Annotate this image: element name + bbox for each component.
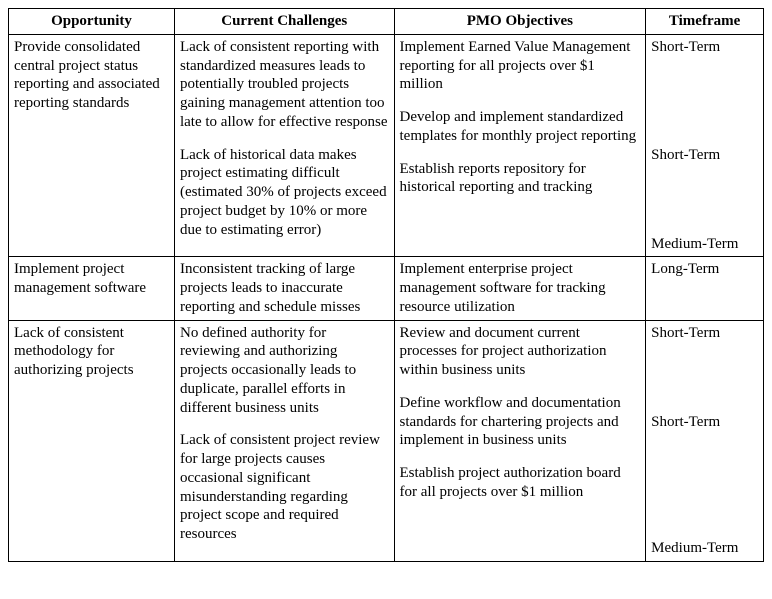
timeframe-value: Short-Term [651,324,758,343]
timeframe-value: Short-Term [651,71,758,165]
objective-para: Establish reports repository for histori… [400,160,641,198]
cell-challenges: Lack of consistent reporting with standa… [174,34,394,257]
cell-timeframe: Short-Term Short-Term Medium-Term [646,34,764,257]
timeframe-value: Medium-Term [651,178,758,253]
cell-objectives: Implement Earned Value Management report… [394,34,646,257]
cell-objectives: Review and document current processes fo… [394,320,646,561]
table-header-row: Opportunity Current Challenges PMO Objec… [9,9,764,35]
cell-opportunity: Provide consolidated central project sta… [9,34,175,257]
timeframe-value: Short-Term [651,356,758,431]
objective-para: Establish project authorization board fo… [400,464,641,502]
col-header-objectives: PMO Objectives [394,9,646,35]
challenge-para: Inconsistent tracking of large projects … [180,260,389,316]
challenge-para: Lack of consistent project review for la… [180,431,389,544]
cell-timeframe: Short-Term Short-Term Medium-Term [646,320,764,561]
table-body: Provide consolidated central project sta… [9,34,764,561]
table-row: Implement project management softwareInc… [9,257,764,320]
table-row: Provide consolidated central project sta… [9,34,764,257]
pmo-objectives-table: Opportunity Current Challenges PMO Objec… [8,8,764,562]
objective-para: Implement enterprise project management … [400,260,641,316]
cell-objectives: Implement enterprise project management … [394,257,646,320]
challenge-para: No defined authority for reviewing and a… [180,324,389,418]
col-header-opportunity: Opportunity [9,9,175,35]
challenge-para: Lack of consistent reporting with standa… [180,38,389,132]
cell-challenges: No defined authority for reviewing and a… [174,320,394,561]
table-row: Lack of consistent methodology for autho… [9,320,764,561]
objective-para: Define workflow and documentation standa… [400,394,641,450]
cell-challenges: Inconsistent tracking of large projects … [174,257,394,320]
col-header-challenges: Current Challenges [174,9,394,35]
col-header-timeframe: Timeframe [646,9,764,35]
objective-para: Implement Earned Value Management report… [400,38,641,94]
timeframe-value: Short-Term [651,38,758,57]
timeframe-value: Medium-Term [651,445,758,558]
cell-opportunity: Implement project management software [9,257,175,320]
cell-timeframe: Long-Term [646,257,764,320]
objective-para: Review and document current processes fo… [400,324,641,380]
timeframe-value: Long-Term [651,260,758,279]
cell-opportunity: Lack of consistent methodology for autho… [9,320,175,561]
objective-para: Develop and implement standardized templ… [400,108,641,146]
challenge-para: Lack of historical data makes project es… [180,146,389,240]
